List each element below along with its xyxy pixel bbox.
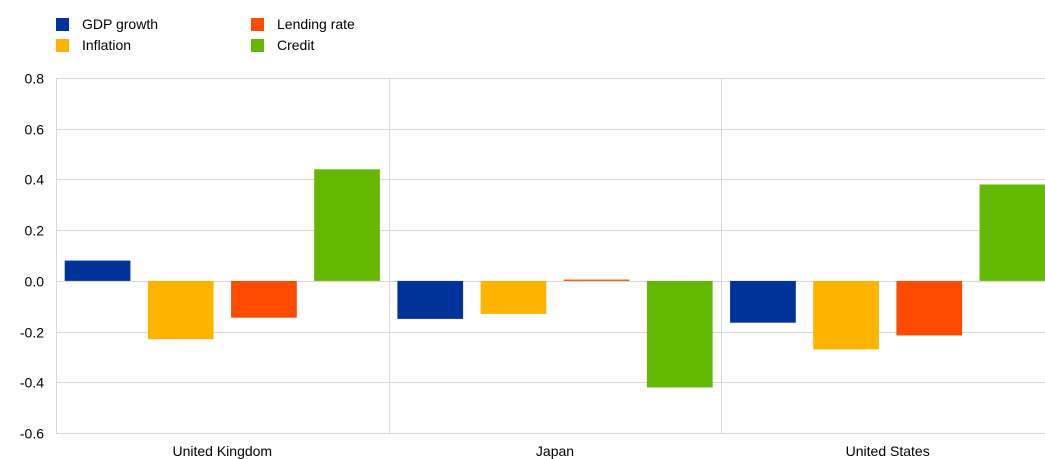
- bar: [397, 281, 463, 319]
- bar: [896, 281, 962, 336]
- y-tick-label: 0.2: [25, 223, 45, 239]
- bar: [564, 280, 630, 281]
- bar: [481, 281, 547, 314]
- bar: [980, 185, 1045, 281]
- y-tick-label: 0.6: [25, 122, 45, 138]
- bar: [231, 281, 297, 318]
- bar: [730, 281, 796, 323]
- y-tick-label: 0.0: [25, 274, 45, 290]
- y-tick-label: -0.2: [20, 325, 44, 341]
- x-tick-label: Japan: [536, 443, 574, 459]
- bar: [148, 281, 214, 339]
- bar: [813, 281, 879, 350]
- y-tick-label: 0.4: [25, 172, 45, 188]
- bar: [314, 169, 380, 281]
- y-tick-label: 0.8: [25, 71, 45, 87]
- x-tick-label: United Kingdom: [172, 443, 272, 459]
- y-tick-label: -0.4: [20, 375, 44, 391]
- bar: [647, 281, 713, 388]
- x-tick-label: United States: [846, 443, 930, 459]
- y-tick-label: -0.6: [20, 426, 44, 442]
- bar: [65, 261, 131, 281]
